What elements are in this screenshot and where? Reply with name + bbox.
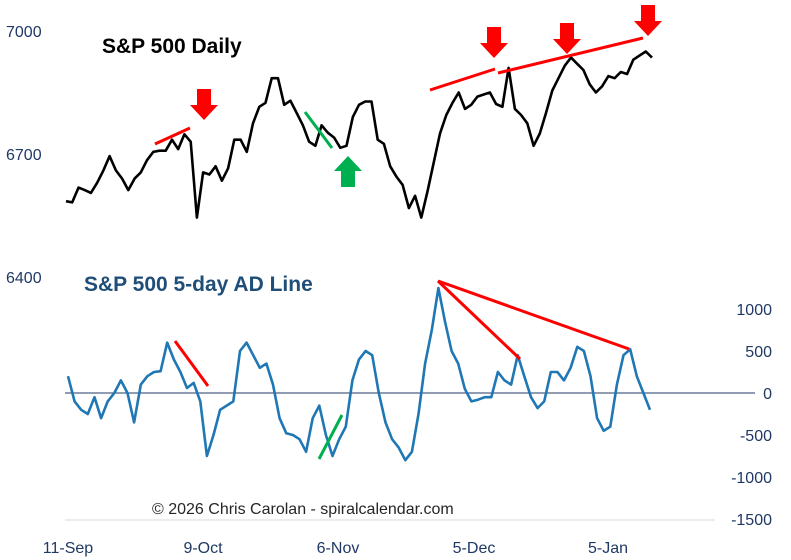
x-tick-label: 5-Dec — [453, 540, 496, 557]
price-red-trendline-sep — [154, 126, 191, 146]
x-tick-label: 6-Nov — [317, 540, 360, 557]
price-red-trendline-nov-dec — [429, 67, 496, 92]
ad-line — [66, 286, 652, 462]
right-tick-label: -1500 — [731, 512, 772, 529]
signal-arrows — [190, 5, 662, 187]
right-tick-label: 1000 — [736, 302, 772, 319]
red-down-arrow-icon — [553, 23, 581, 54]
ad-green-trendline-oct — [317, 414, 344, 460]
price-red-trendline-dec-jan — [497, 36, 644, 75]
x-tick-label: 5-Jan — [588, 540, 628, 557]
right-tick-label: -500 — [740, 428, 772, 445]
right-tick-label: 0 — [763, 386, 772, 403]
red-down-arrow-icon — [190, 89, 218, 120]
divergence-trendlines — [154, 36, 644, 460]
ad-red-trendline-oct — [173, 340, 210, 387]
price-green-trendline-oct — [303, 111, 334, 149]
right-axis-ticks: 1000 500 0 -500 -1000 -1500 — [731, 302, 772, 529]
right-tick-label: -1000 — [731, 470, 772, 487]
ad-chart-title: S&P 500 5-day AD Line — [84, 273, 313, 296]
sp500-price-line — [65, 50, 653, 219]
x-axis-ticks: 11-Sep 9-Oct 6-Nov 5-Dec 5-Jan — [43, 540, 628, 557]
x-tick-label: 9-Oct — [183, 540, 223, 557]
price-chart-title: S&P 500 Daily — [102, 35, 242, 58]
ad-red-trendline-nov-dec — [436, 279, 522, 361]
left-axis-ticks: 7000 6700 6400 — [6, 24, 42, 287]
ad-red-trendline-nov-jan — [437, 279, 630, 351]
x-tick-label: 11-Sep — [43, 540, 94, 557]
red-down-arrow-icon — [634, 5, 662, 36]
green-up-arrow-icon — [334, 156, 362, 187]
credit-text: © 2026 Chris Carolan - spiralcalendar.co… — [152, 501, 454, 518]
right-tick-label: 500 — [745, 344, 772, 361]
left-tick-label: 7000 — [6, 24, 42, 41]
left-tick-label: 6400 — [6, 270, 42, 287]
left-tick-label: 6700 — [6, 147, 42, 164]
red-down-arrow-icon — [480, 27, 508, 58]
